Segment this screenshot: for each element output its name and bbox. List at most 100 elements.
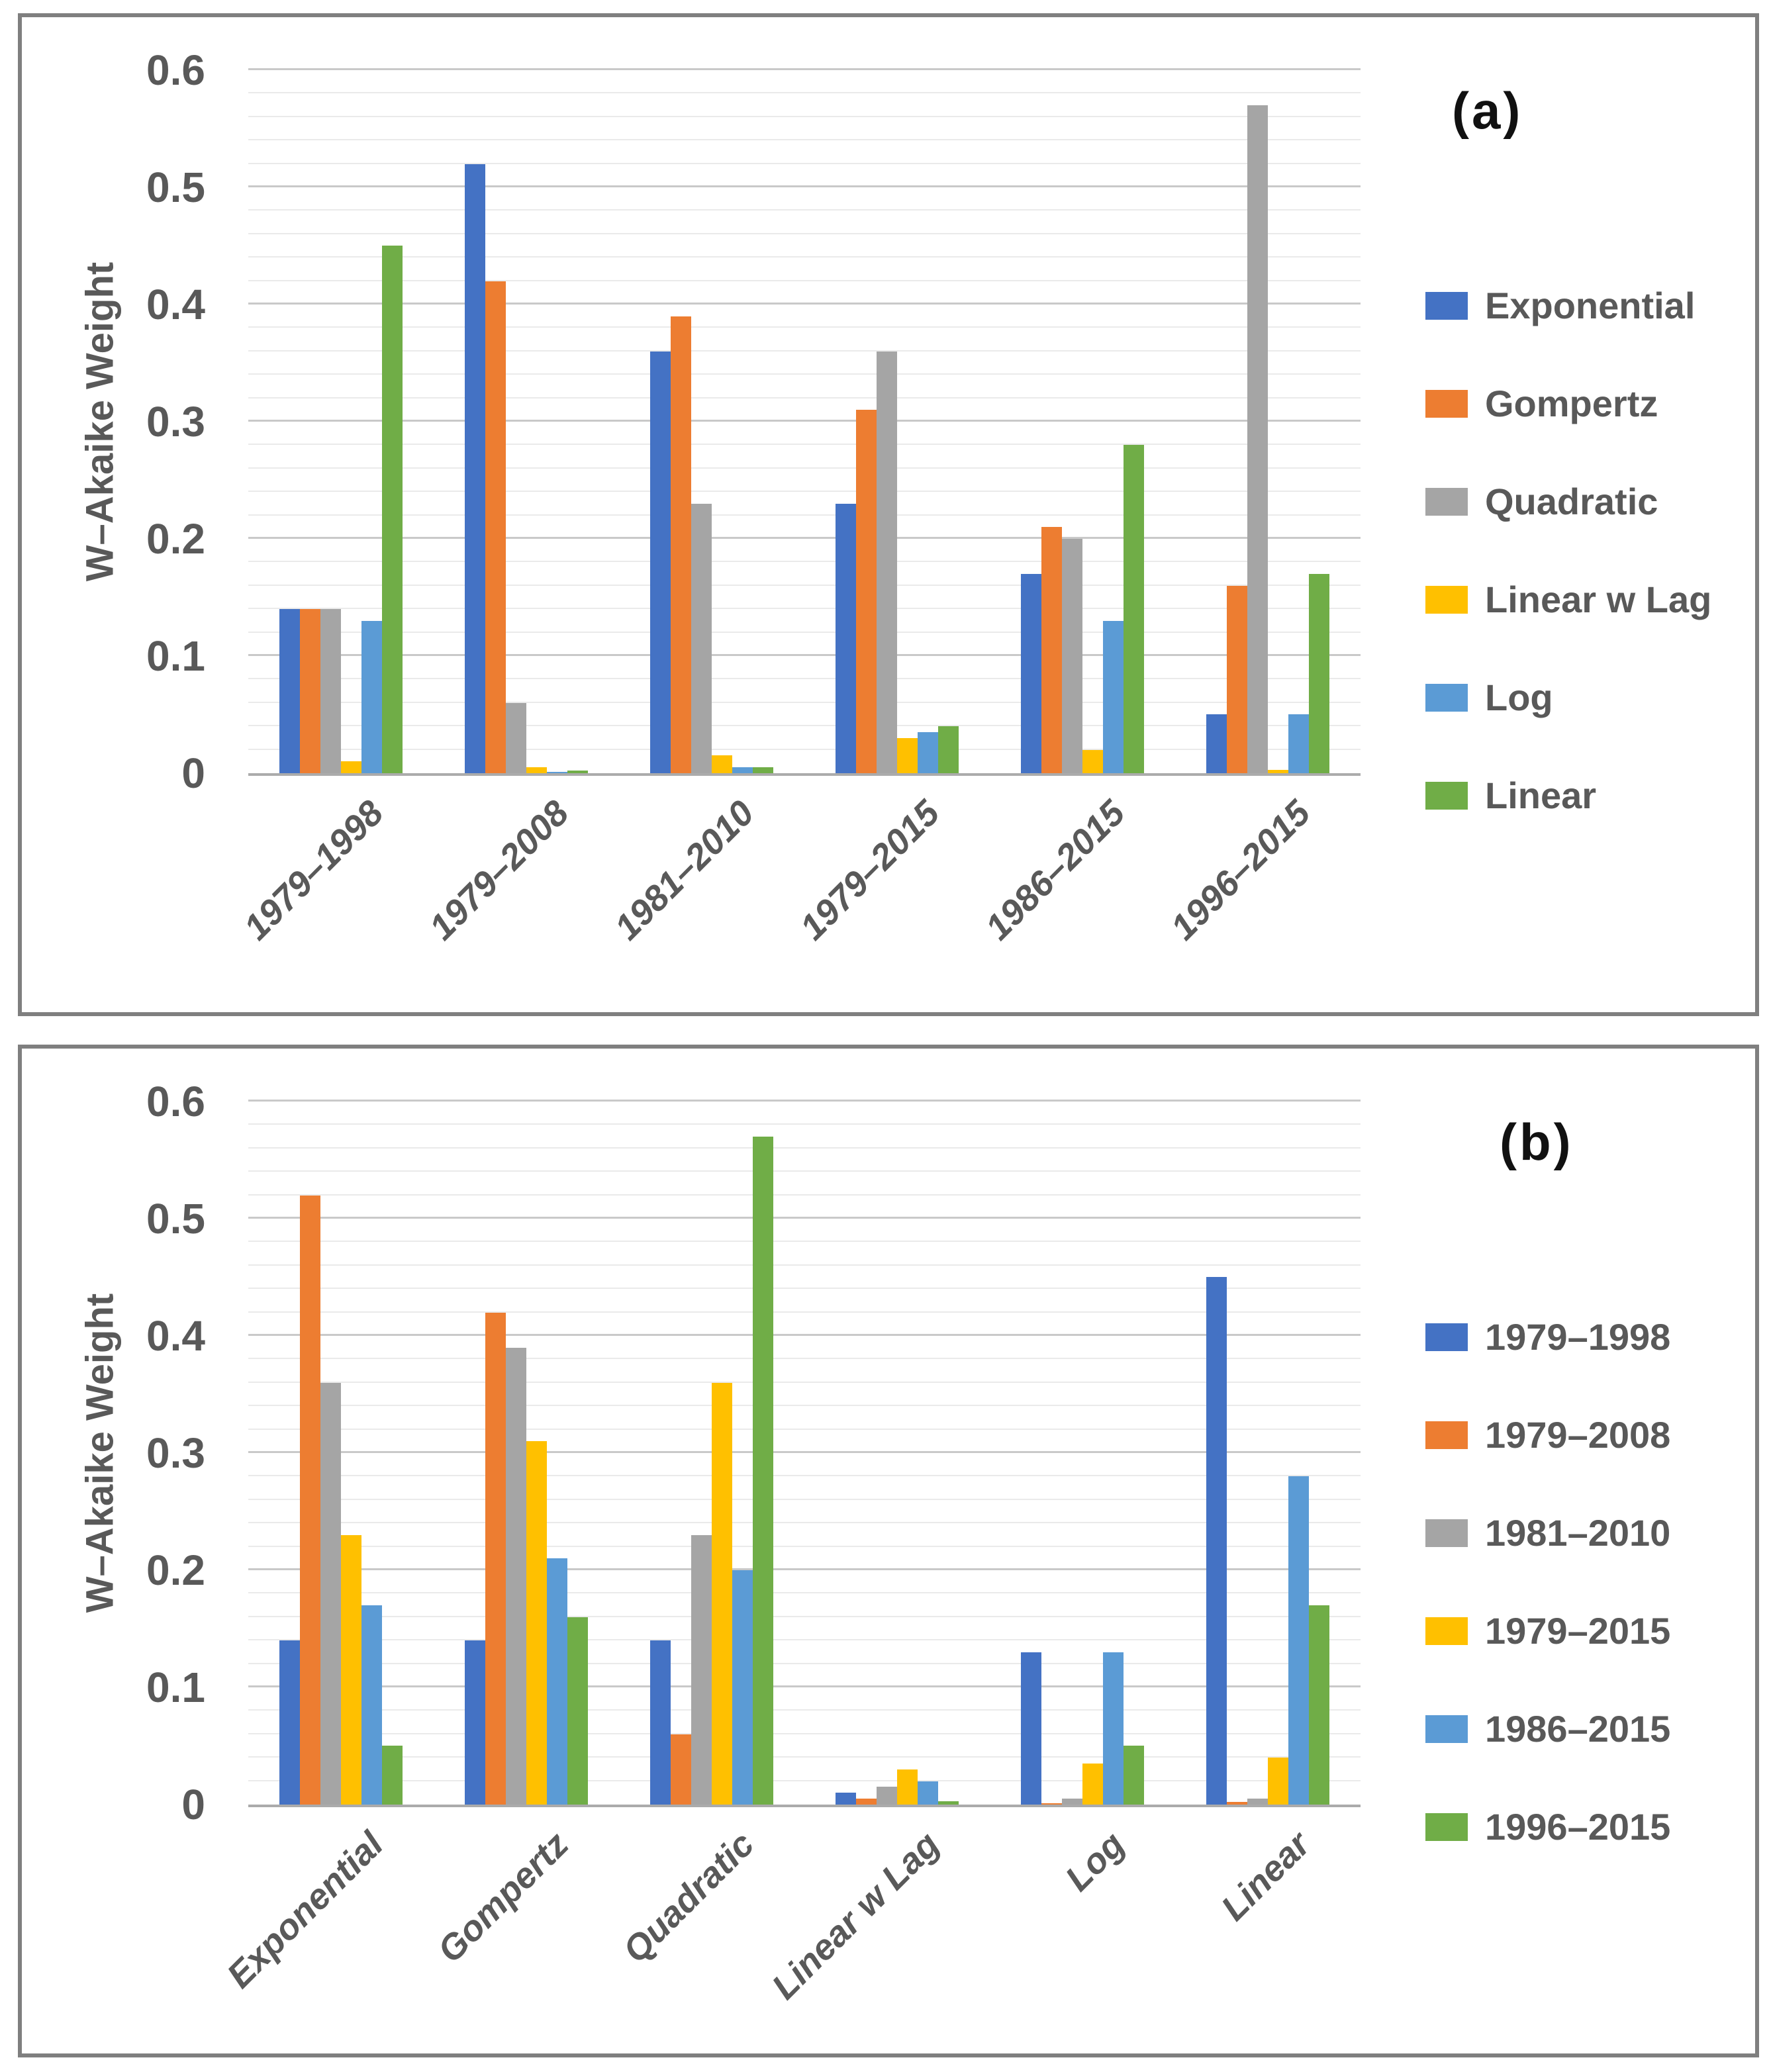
bar-1986-2015	[547, 1558, 567, 1805]
minor-gridline	[248, 1639, 1361, 1641]
bar-1986-2015	[1288, 1476, 1309, 1805]
major-gridline	[248, 1100, 1361, 1102]
bar-1979-2008	[485, 1313, 506, 1805]
bar-linear	[1124, 445, 1144, 773]
major-gridline	[248, 1685, 1361, 1687]
bar-group-exponential	[248, 1102, 434, 1805]
minor-gridline	[248, 748, 1361, 750]
legend-swatch-icon	[1425, 1421, 1468, 1449]
legend-label: 1981–2010	[1485, 1512, 1671, 1554]
major-gridline	[248, 1451, 1361, 1453]
minor-gridline	[248, 1709, 1361, 1711]
bar-linear-w-lag	[1082, 750, 1103, 773]
minor-gridline	[248, 1615, 1361, 1617]
bar-1979-1998	[465, 1640, 485, 1805]
minor-gridline	[248, 608, 1361, 610]
gridlines	[248, 68, 1361, 773]
legend-swatch-icon	[1425, 1323, 1468, 1351]
plot-area	[248, 1100, 1361, 1807]
bar-quadratic	[506, 703, 526, 773]
bar-exponential	[279, 609, 300, 773]
chart-panel-b: (b) W–Akaike Weight 0.6 0.5 0.4 0.3 0.2 0.1 0 …	[18, 1045, 1759, 2057]
bar-1981-2010	[877, 1787, 897, 1805]
bar-1981-2010	[1062, 1799, 1082, 1805]
minor-gridline	[248, 1522, 1361, 1524]
bar-group-linear-w-lag	[804, 1102, 990, 1805]
bar-1986-2015	[918, 1781, 938, 1805]
x-category-label: Exponential	[219, 1824, 391, 1996]
bar-1979-2008	[300, 1196, 320, 1805]
bar-group-1979-2008	[434, 70, 619, 773]
legend-label: 1979–1998	[1485, 1316, 1671, 1358]
bar-quadratic	[877, 352, 897, 773]
x-category-label: 1979–2008	[421, 792, 577, 948]
major-gridline	[248, 654, 1361, 656]
bar-1981-2010	[1247, 1799, 1268, 1805]
bar-1986-2015	[361, 1605, 382, 1805]
minor-gridline	[248, 115, 1361, 117]
bar-1981-2010	[691, 1535, 712, 1805]
bar-1979-2015	[1268, 1758, 1288, 1805]
minor-gridline	[248, 1194, 1361, 1196]
major-gridline	[248, 420, 1361, 422]
minor-gridline	[248, 467, 1361, 469]
major-gridline	[248, 537, 1361, 539]
minor-gridline	[248, 1241, 1361, 1243]
y-tick-label: 0.1	[146, 632, 205, 680]
minor-gridline	[248, 1732, 1361, 1734]
major-gridline	[248, 303, 1361, 305]
minor-gridline	[248, 491, 1361, 493]
legend-item-linear: Linear	[1425, 777, 1711, 814]
major-gridline	[248, 1334, 1361, 1336]
bar-group-1979-2015	[804, 70, 990, 773]
legend-swatch-icon	[1425, 390, 1468, 418]
x-axis-category-labels: Exponential Gompertz Quadratic Linear w Lag…	[219, 1807, 1361, 2072]
legend-swatch-icon	[1425, 782, 1468, 810]
bar-exponential	[650, 352, 671, 773]
bar-linear-w-lag	[712, 755, 732, 773]
minor-gridline	[248, 725, 1361, 727]
x-category-label: Log	[1057, 1824, 1133, 1899]
bar-log	[547, 772, 567, 773]
legend-swatch-icon	[1425, 684, 1468, 712]
x-category-label: Linear	[1214, 1824, 1318, 1928]
bar-1979-2015	[526, 1441, 547, 1805]
minor-gridline	[248, 326, 1361, 328]
legend-label: 1979–2008	[1485, 1414, 1671, 1456]
legend-item-1981-2010: 1981–2010	[1425, 1515, 1670, 1552]
legend: 1979–1998 1979–2008 1981–2010 1979–2015 1986…	[1425, 1319, 1670, 1846]
chart-panel-a: (a) W–Akaike Weight 0.6 0.5 0.4 0.3 0.2 0.1 0 …	[18, 13, 1759, 1016]
legend-item-1979-2008: 1979–2008	[1425, 1417, 1670, 1454]
minor-gridline	[248, 444, 1361, 446]
minor-gridline	[248, 232, 1361, 234]
y-tick-label: 0.3	[146, 1429, 205, 1477]
x-category-label: 1979–2015	[792, 792, 947, 948]
bar-gompertz	[671, 316, 691, 773]
minor-gridline	[248, 256, 1361, 258]
y-tick-label: 0.5	[146, 1195, 205, 1243]
legend-label: Linear w Lag	[1485, 579, 1712, 620]
legend-item-exponential: Exponential	[1425, 287, 1711, 324]
legend-label: 1979–2015	[1485, 1610, 1671, 1652]
x-category-label: Gompertz	[430, 1824, 577, 1971]
bar-group-linear	[1175, 1102, 1361, 1805]
y-tick-label: 0	[181, 1781, 205, 1828]
bar-exponential	[836, 504, 856, 773]
minor-gridline	[248, 1123, 1361, 1125]
legend-label: 1996–2015	[1485, 1806, 1671, 1848]
minor-gridline	[248, 1779, 1361, 1781]
bar-group-1986-2015	[990, 70, 1175, 773]
legend-label: Exponential	[1485, 285, 1696, 326]
minor-gridline	[248, 561, 1361, 563]
panel-letter-label: (b)	[1500, 1113, 1574, 1171]
bar-1979-2008	[1227, 1802, 1247, 1805]
legend-item-1996-2015: 1996–2015	[1425, 1809, 1670, 1846]
bar-1979-2015	[897, 1769, 918, 1805]
bar-1986-2015	[732, 1570, 753, 1805]
x-category-label: 1979–1998	[236, 792, 391, 948]
minor-gridline	[248, 1756, 1361, 1758]
bar-group-1981-2010	[619, 70, 804, 773]
bar-1979-1998	[279, 1640, 300, 1805]
legend: Exponential Gompertz Quadratic Linear w Lag…	[1425, 287, 1711, 814]
bar-linear	[382, 246, 403, 773]
